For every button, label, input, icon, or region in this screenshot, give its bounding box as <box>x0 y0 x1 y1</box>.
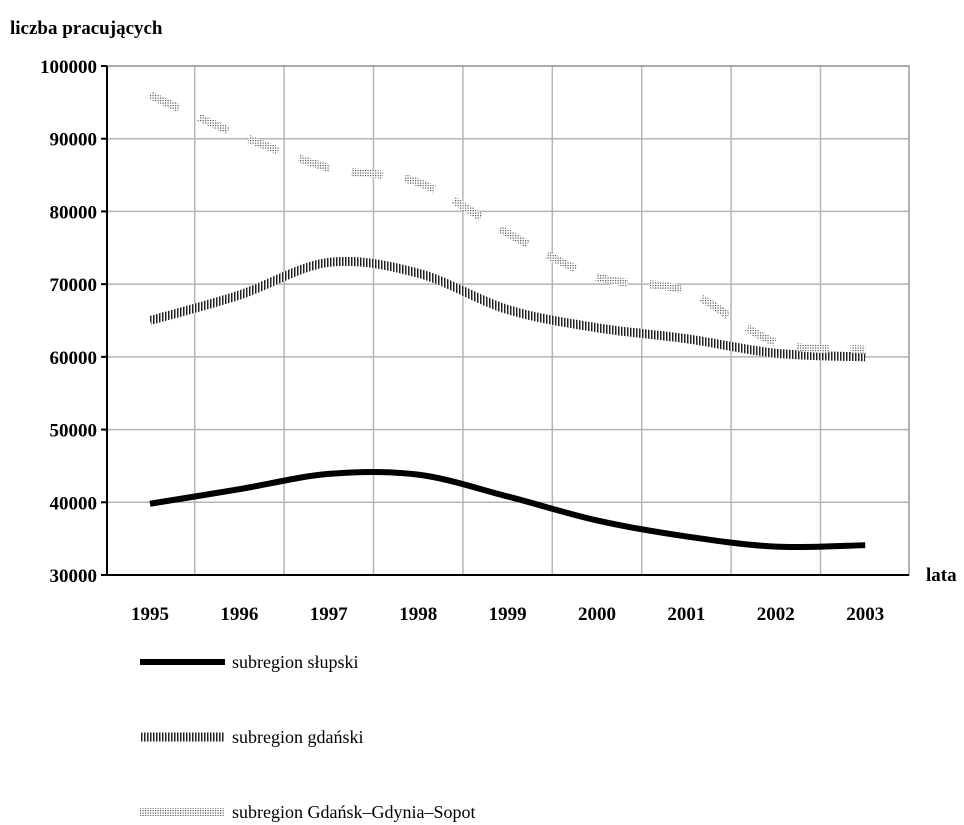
series-lines <box>148 91 866 551</box>
x-tick-label: 2002 <box>757 604 795 625</box>
x-axis-title: lata <box>926 565 957 586</box>
x-tick-label: 1997 <box>310 604 349 625</box>
x-tick-label: 1995 <box>131 604 169 625</box>
y-tick-label: 50000 <box>50 421 98 442</box>
x-tick-label: 1998 <box>399 604 437 625</box>
legend-label-0: subregion słupski <box>232 652 359 672</box>
x-ticks: 1995 1996 1997 1998 1999 2000 2001 2002 2003 <box>131 604 884 625</box>
y-tick-label: 60000 <box>50 348 98 369</box>
y-tick-label: 30000 <box>50 566 98 587</box>
y-tick-label: 40000 <box>50 493 98 514</box>
series-line-1 <box>148 256 866 362</box>
series-line-2 <box>148 91 866 354</box>
plot-frame <box>106 65 910 576</box>
legend-label-1: subregion gdański <box>232 727 363 747</box>
x-tick-label: 2001 <box>667 604 705 625</box>
legend-label-2: subregion Gdańsk–Gdynia–Sopot <box>232 802 475 822</box>
y-tick-label: 70000 <box>50 275 98 296</box>
y-ticks: 30000 40000 50000 60000 70000 80000 90000 10000… <box>40 57 107 587</box>
legend: subregion słupski subregion gdański subreg… <box>140 652 475 822</box>
x-tick-label: 2003 <box>846 604 884 625</box>
y-tick-label: 100000 <box>40 57 97 78</box>
y-tick-label: 90000 <box>50 130 98 151</box>
y-axis-title: liczba pracujących <box>10 18 163 39</box>
y-tick-label: 80000 <box>50 202 98 223</box>
x-tick-label: 1996 <box>220 604 258 625</box>
x-tick-label: 1999 <box>489 604 527 625</box>
x-tick-label: 2000 <box>578 604 616 625</box>
series-line-0 <box>149 468 866 551</box>
